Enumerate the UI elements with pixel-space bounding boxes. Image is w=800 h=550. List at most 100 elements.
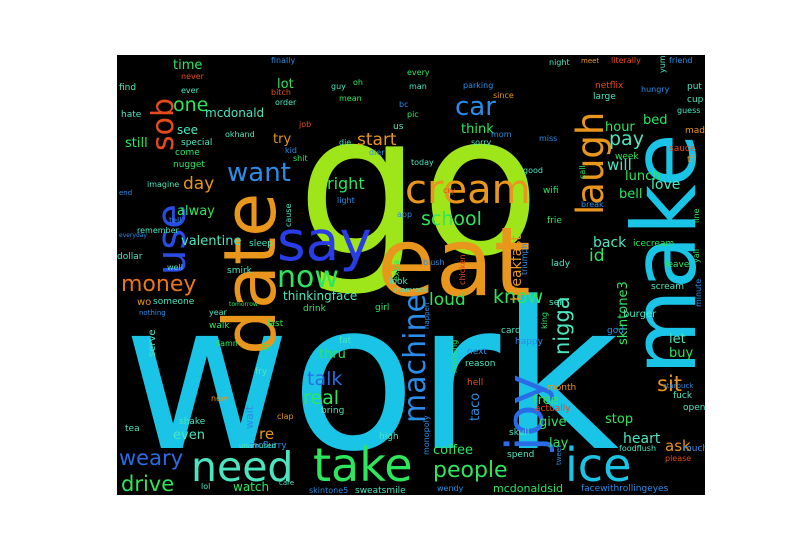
- word-lady: lady: [551, 259, 571, 269]
- word-happy: happy: [515, 337, 544, 347]
- word-right: right: [327, 174, 365, 193]
- word-tweet: tweet: [555, 445, 563, 465]
- word-find: find: [119, 83, 136, 93]
- word-want: want: [227, 158, 291, 188]
- word-ask: ask: [665, 437, 691, 455]
- word-cream: cream: [405, 167, 531, 213]
- word-shit: shit: [293, 154, 308, 163]
- word-skull: skull: [509, 428, 529, 438]
- word-make: make: [613, 133, 705, 375]
- word-weary: weary: [119, 446, 183, 470]
- word-extra: extra: [392, 260, 401, 281]
- word-start: start: [357, 130, 397, 150]
- word-new: new: [211, 394, 228, 403]
- word-laugh: laugh: [569, 112, 612, 215]
- word-parking: parking: [463, 81, 493, 90]
- word-lot: lot: [277, 77, 294, 92]
- word-year: year: [209, 308, 228, 317]
- word-even: even: [173, 428, 205, 443]
- word-nugget: nugget: [173, 160, 205, 170]
- word-reason: reason: [465, 359, 495, 369]
- word-please: please: [665, 454, 691, 463]
- word-us: us: [393, 122, 404, 132]
- word-mad: mad: [685, 126, 705, 136]
- word-sob: sob: [146, 98, 181, 151]
- word-hungry: hungry: [641, 85, 670, 94]
- word-week: week: [615, 152, 639, 162]
- word-miss: miss: [539, 134, 557, 143]
- word-pay: pay: [609, 128, 644, 150]
- word-imagine: imagine: [147, 180, 179, 189]
- word-okhand: okhand: [225, 130, 255, 139]
- word-good: good: [523, 166, 543, 175]
- word-tomorrow: tomorrow: [229, 301, 258, 308]
- word-clap: clap: [277, 412, 294, 421]
- word-break: break: [581, 200, 604, 209]
- word-wait: wait: [243, 405, 256, 429]
- word-someone: someone: [153, 297, 195, 307]
- word-smirk: smirk: [227, 266, 253, 276]
- word-stop: stop: [605, 412, 633, 427]
- word-happen: happen: [423, 303, 431, 329]
- word-since: since: [493, 91, 514, 100]
- word-think: think: [461, 122, 494, 137]
- word-back: back: [593, 235, 627, 251]
- word-car: car: [455, 92, 496, 122]
- word-remember: remember: [137, 226, 180, 235]
- word-sweatsmile: sweatsmile: [355, 486, 406, 495]
- word-mcdonaldsid: mcdonaldsid: [493, 482, 563, 495]
- word-machine: machine: [398, 294, 433, 423]
- word-spend: spend: [507, 450, 534, 460]
- word-card: card: [501, 326, 521, 336]
- word-morning: morning: [450, 340, 459, 373]
- word-heart: heart: [623, 431, 661, 447]
- word-never: never: [181, 72, 205, 81]
- word-talk: talk: [307, 368, 342, 390]
- word-date: date: [208, 193, 292, 355]
- word-shamrock: shamrock: [393, 286, 428, 294]
- word-unamused: unamused: [239, 442, 276, 450]
- word-sleep: sleep: [249, 239, 273, 249]
- word-dier: dier: [369, 148, 385, 157]
- word-scream: scream: [651, 282, 684, 292]
- word-large: large: [593, 92, 616, 102]
- word-free: free: [533, 393, 559, 408]
- word-mcdonald: mcdonald: [205, 106, 264, 120]
- word-thru: thru: [319, 347, 346, 362]
- word-man: man: [409, 82, 427, 91]
- word-thinkingface: thinkingface: [283, 289, 357, 303]
- word-oh: oh: [353, 78, 363, 87]
- word-everyday: everyday: [119, 232, 147, 239]
- word-guess: guess: [677, 106, 700, 115]
- word-taco: taco: [468, 393, 483, 421]
- word-lay: lay: [549, 436, 569, 451]
- word-shake: shake: [179, 417, 206, 427]
- word-actually: actually: [535, 404, 571, 414]
- word-say: say: [277, 209, 372, 273]
- word-dollar: dollar: [117, 252, 143, 262]
- word-minute: minute: [694, 279, 703, 307]
- word-order: order: [275, 98, 297, 107]
- word-well: well: [167, 263, 183, 272]
- word-triumph: triumph: [520, 243, 529, 275]
- word-app: app: [397, 210, 412, 219]
- word-sell: sell: [549, 298, 564, 308]
- word-line: line: [692, 208, 701, 223]
- word-skintone3: skintone3: [616, 281, 631, 345]
- word-die: die: [339, 138, 351, 147]
- wordcloud: work go eat make date say take need ice …: [117, 55, 705, 495]
- word-coffee: coffee: [433, 443, 473, 458]
- word-leave: leave: [665, 260, 690, 270]
- word-loud: loud: [429, 290, 466, 310]
- word-day: day: [183, 174, 214, 194]
- word-know: know: [493, 286, 543, 308]
- word-nothing: nothing: [139, 309, 166, 317]
- word-lunch: lunch: [625, 169, 660, 184]
- word-month: month: [547, 383, 576, 393]
- word-kid: kid: [285, 146, 297, 155]
- word-mean: mean: [339, 94, 362, 103]
- word-re: re: [259, 425, 274, 443]
- word-cry: cry: [443, 186, 456, 195]
- word-night: night: [549, 58, 570, 67]
- word-joy: joy: [496, 374, 556, 452]
